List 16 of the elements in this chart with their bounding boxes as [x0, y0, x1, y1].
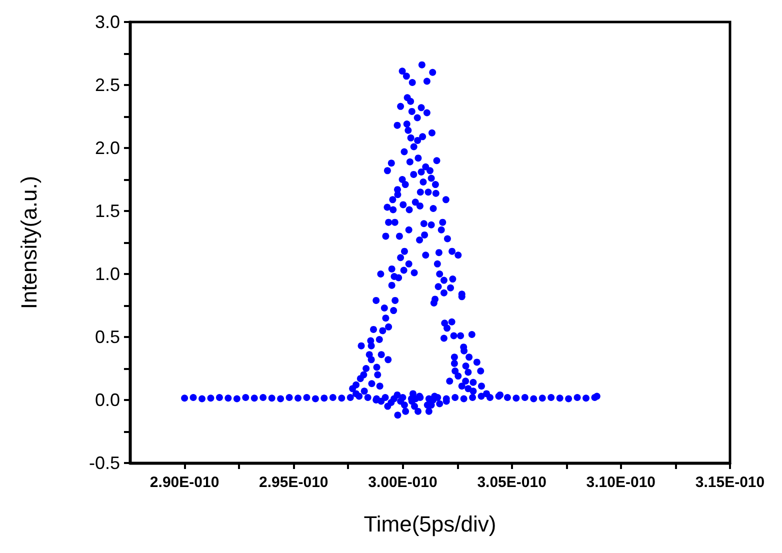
y-tick-label: 2.0	[94, 138, 120, 158]
y-tick-label: 1.0	[94, 264, 120, 284]
x-axis-title: Time(5ps/div)	[364, 512, 496, 536]
y-tick-label: 3.0	[94, 12, 120, 32]
y-tick-label: 1.5	[94, 201, 120, 221]
y-tick-label: -0.5	[88, 453, 120, 473]
x-tick-label: 2.90E-010	[150, 474, 220, 491]
x-tick-label: 3.10E-010	[586, 474, 656, 491]
x-tick-label: 3.15E-010	[695, 474, 765, 491]
x-tick-label: 2.95E-010	[259, 474, 328, 491]
x-tick-label: 3.00E-010	[368, 474, 438, 491]
y-tick-label: 0.5	[94, 327, 120, 347]
y-tick-label: 0.0	[94, 390, 120, 410]
y-tick-label: 2.5	[94, 75, 120, 95]
x-tick-label: 3.05E-010	[477, 474, 546, 491]
y-axis-title: Intensity(a.u.)	[16, 176, 42, 310]
